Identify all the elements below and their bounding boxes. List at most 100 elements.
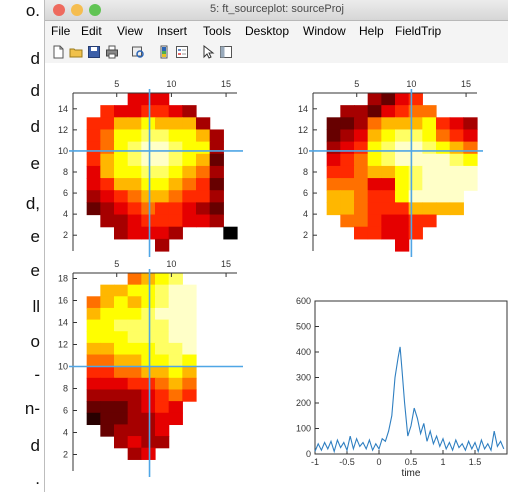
heatmap-cell bbox=[127, 424, 142, 437]
heatmap-cell bbox=[367, 190, 382, 203]
heatmap-cell bbox=[367, 226, 382, 240]
heatmap-cell bbox=[196, 141, 211, 155]
heatmap-cell bbox=[141, 226, 156, 240]
heatmap-cell bbox=[395, 93, 410, 106]
heatmap-cell bbox=[463, 153, 478, 167]
heatmap-cell bbox=[340, 178, 355, 191]
figure-window: 5: ft_sourceplot: sourceProj File Edit V… bbox=[44, 0, 508, 492]
heatmap-cell bbox=[168, 354, 183, 367]
heatmap-cell bbox=[209, 165, 224, 179]
heatmap-cell bbox=[354, 117, 369, 131]
heatmap-cell bbox=[100, 165, 115, 179]
heatmap-cell bbox=[100, 105, 115, 118]
heatmap-cell bbox=[168, 366, 183, 379]
heatmap-cell bbox=[168, 331, 183, 344]
heatmap-cell bbox=[114, 436, 129, 449]
heatmap-cell bbox=[141, 214, 156, 228]
heatmap-cell bbox=[395, 238, 410, 252]
heatmap-cell bbox=[168, 141, 183, 155]
heatmap-cell bbox=[408, 190, 423, 203]
minimize-window-icon[interactable] bbox=[71, 4, 83, 16]
menu-view[interactable]: View bbox=[117, 24, 143, 38]
y-tick-label: 6 bbox=[303, 188, 308, 198]
menu-help[interactable]: Help bbox=[359, 24, 384, 38]
side-text-line: o. bbox=[25, 1, 40, 20]
heatmap-cell bbox=[436, 190, 451, 203]
heatmap-cell bbox=[86, 117, 101, 131]
heatmap-cell bbox=[127, 307, 142, 321]
heatmap-cell bbox=[155, 401, 170, 414]
heatmap-cell bbox=[114, 296, 129, 309]
heatmap-cell bbox=[367, 141, 382, 155]
heatmap-cell bbox=[340, 202, 355, 216]
heatmap-cell bbox=[340, 153, 355, 167]
heatmap-cell bbox=[182, 331, 197, 344]
y-tick-label: 10 bbox=[58, 146, 68, 156]
heatmap-cell bbox=[326, 178, 341, 191]
heatmap-cell bbox=[141, 190, 156, 203]
insert-colorbar-icon[interactable] bbox=[157, 45, 171, 59]
heatmap-cell bbox=[463, 129, 478, 143]
new-file-icon[interactable] bbox=[51, 45, 65, 59]
zoom-window-icon[interactable] bbox=[89, 4, 101, 16]
menu-desktop[interactable]: Desktop bbox=[245, 24, 290, 38]
heatmap-cell bbox=[182, 105, 197, 118]
heatmap-cell bbox=[114, 354, 129, 367]
y-tick-label: 12 bbox=[298, 125, 308, 135]
pointer-icon[interactable] bbox=[201, 45, 215, 59]
heatmap-cell bbox=[100, 153, 115, 167]
save-icon[interactable] bbox=[87, 45, 101, 59]
heatmap-cell bbox=[168, 190, 183, 203]
menu-fieldtrip[interactable]: FieldTrip bbox=[395, 24, 442, 38]
side-text-column: o. d d d e d, e e ll o - n-d. bbox=[0, 0, 44, 492]
side-text-line: ll bbox=[32, 297, 40, 316]
heatmap-cell bbox=[209, 214, 224, 228]
heatmap-cell bbox=[127, 153, 142, 167]
heatmap-cell bbox=[449, 141, 464, 155]
side-text-line: e bbox=[30, 261, 40, 280]
y-tick-label: 14 bbox=[298, 104, 308, 114]
figure-canvas: 5 10 15 2 4 6 8 10 12 14 5 10 15 2 4 6 8 10 12 14 5 10 15 2 4 6 8 1… bbox=[45, 63, 508, 492]
heatmap-cell bbox=[86, 354, 101, 367]
menu-window[interactable]: Window bbox=[303, 24, 346, 38]
heatmap-cell bbox=[367, 202, 382, 216]
close-window-icon[interactable] bbox=[53, 4, 65, 16]
side-text-line: d, bbox=[25, 194, 40, 213]
heatmap-cell bbox=[422, 178, 437, 191]
menu-file[interactable]: File bbox=[51, 24, 71, 38]
heatmap-cell bbox=[340, 165, 355, 179]
heatmap-cell bbox=[209, 129, 224, 143]
heatmap-cell bbox=[141, 424, 156, 437]
heatmap-cell bbox=[395, 105, 410, 118]
insert-legend-icon[interactable] bbox=[175, 45, 189, 59]
heatmap-cell bbox=[354, 214, 369, 228]
menu-tools[interactable]: Tools bbox=[203, 24, 232, 38]
property-editor-icon[interactable] bbox=[219, 45, 233, 59]
heatmap-cell bbox=[141, 319, 156, 332]
side-text-line: e bbox=[30, 154, 40, 173]
x-tick-label: 0 bbox=[376, 457, 381, 467]
heatmap-cell bbox=[367, 178, 382, 191]
heatmap-cell bbox=[223, 226, 238, 240]
print-icon[interactable] bbox=[105, 45, 119, 59]
heatmap-cell bbox=[182, 342, 197, 356]
heatmap-cell bbox=[395, 117, 410, 131]
side-text-line: e bbox=[30, 227, 40, 246]
y-tick-label: 500 bbox=[296, 322, 311, 332]
heatmap-cell bbox=[422, 129, 437, 143]
heatmap-cell bbox=[449, 165, 464, 179]
heatmap-cell bbox=[449, 153, 464, 167]
heatmap-cell bbox=[408, 202, 423, 216]
menu-edit[interactable]: Edit bbox=[81, 24, 102, 38]
heatmap-cell bbox=[86, 129, 101, 143]
print-preview-icon[interactable] bbox=[131, 45, 145, 59]
heatmap-cell bbox=[196, 117, 211, 131]
heatmap-cell bbox=[326, 202, 341, 216]
heatmap-cell bbox=[182, 307, 197, 321]
heatmap-cell bbox=[381, 141, 396, 155]
heatmap-cell bbox=[127, 389, 142, 402]
heatmap-panel-3: 5 10 15 2 4 6 8 10 12 14 16 18 bbox=[58, 259, 243, 477]
menu-insert[interactable]: Insert bbox=[157, 24, 188, 38]
open-folder-icon[interactable] bbox=[69, 45, 83, 59]
heatmap-cell bbox=[114, 178, 129, 191]
